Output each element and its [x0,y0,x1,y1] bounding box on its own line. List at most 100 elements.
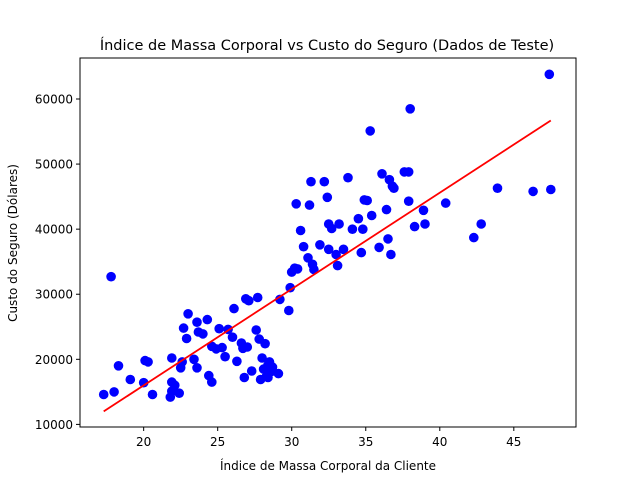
data-point [386,249,396,260]
chart-title: Índice de Massa Corporal vs Custo do Seg… [100,37,554,54]
data-point [298,241,309,252]
data-point [356,247,367,258]
data-point [362,195,373,206]
data-point [125,374,136,385]
x-axis-ticks: 20 25 30 35 40 45 [136,427,521,449]
data-point [220,351,230,362]
data-point [273,368,284,379]
data-point [365,126,376,136]
y-tick-label: 50000 [35,158,73,172]
data-point [492,183,503,193]
data-point [109,387,119,397]
data-point [409,221,420,232]
data-point [167,353,177,363]
regression-line [103,119,552,413]
scatter-series [98,69,556,402]
data-point [306,176,316,187]
data-point [319,176,330,187]
data-point [347,224,358,234]
y-tick-label: 30000 [35,288,73,302]
data-point [291,199,302,209]
data-point [403,167,414,177]
x-tick-label: 35 [358,435,373,449]
data-point [377,169,387,179]
data-point [106,271,116,282]
data-point [544,69,555,80]
data-point [174,388,184,399]
data-point [244,295,254,306]
data-point [381,204,392,215]
y-axis-label: Custo do Seguro (Dólares) [6,164,20,322]
data-point [469,232,479,243]
x-tick-label: 30 [284,435,299,449]
x-tick-label: 40 [432,435,447,449]
data-point [292,264,303,274]
x-tick-label: 20 [136,435,151,449]
data-point [374,242,384,253]
data-point [214,323,224,334]
data-point [242,342,253,352]
data-point [98,389,109,400]
data-point [181,333,192,344]
data-point [383,234,393,244]
data-point [295,225,306,236]
data-point [275,294,285,305]
y-tick-label: 40000 [35,223,73,237]
data-point [309,264,319,275]
data-point [227,332,238,343]
x-tick-label: 45 [506,435,521,449]
data-point [418,205,429,216]
data-point [178,323,189,333]
data-point [528,186,538,197]
x-tick-label: 25 [210,435,225,449]
data-point [246,366,257,376]
data-point [366,210,377,221]
data-point [420,219,430,229]
y-tick-label: 60000 [35,93,73,107]
data-point [440,198,451,208]
data-point [326,223,337,234]
data-point [304,200,315,210]
data-point [170,380,180,391]
data-point [257,353,267,363]
data-point [251,325,261,335]
data-point [183,309,193,319]
data-point [192,317,202,328]
data-point [207,377,217,387]
data-point [285,282,296,293]
data-point [217,342,227,353]
data-point [315,240,325,250]
data-point [189,354,199,365]
data-point [143,357,153,367]
data-point [192,363,202,373]
data-point [113,361,124,371]
y-axis-ticks: 10000 20000 30000 40000 50000 60000 [35,93,80,432]
data-point [403,196,414,206]
axes-frame [79,57,577,428]
y-tick-label: 20000 [35,353,73,367]
data-point [284,305,294,316]
data-point [334,219,344,229]
data-point [476,219,487,229]
data-point [389,183,399,193]
data-point [353,213,364,224]
plot-area [98,69,556,413]
y-tick-label: 10000 [35,418,73,432]
data-point [343,172,353,183]
data-point [239,372,250,383]
data-point [198,329,208,339]
data-point [358,224,368,234]
data-point [405,104,416,114]
data-point [331,249,341,260]
data-point [267,362,278,372]
data-point [323,244,334,255]
data-point [147,389,158,400]
data-point [229,303,239,314]
data-point [252,292,263,303]
data-point [546,184,556,195]
data-point [338,244,349,255]
data-point [260,338,270,349]
data-point [322,192,333,203]
